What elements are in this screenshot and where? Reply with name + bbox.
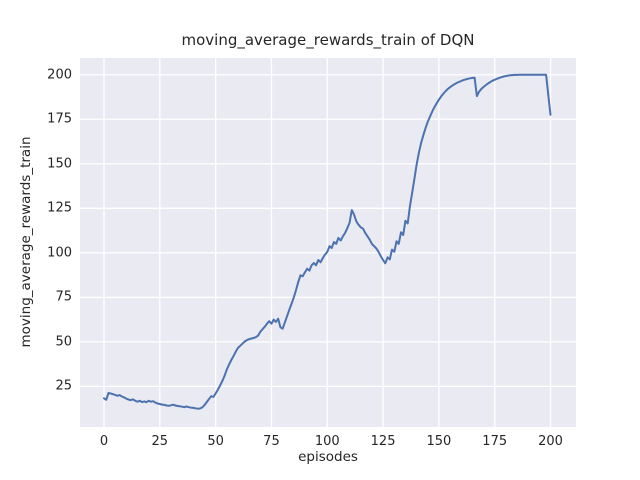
y-tick-label: 100 [47, 245, 72, 261]
x-tick-label: 0 [99, 434, 109, 449]
x-tick-label: 125 [370, 434, 396, 449]
x-axis-label: episodes [298, 449, 358, 465]
y-tick-label: 200 [47, 67, 72, 83]
y-axis-label: moving_average_rewards_train [18, 136, 34, 348]
series-line [103, 73, 552, 410]
y-tick-label: 75 [55, 289, 72, 305]
line-chart [80, 58, 576, 427]
x-tick-label: 200 [538, 434, 563, 449]
chart-title: moving_average_rewards_train of DQN [181, 31, 475, 49]
y-tick-label: 50 [55, 334, 72, 350]
plot-area [80, 58, 576, 427]
y-tick-label: 150 [47, 156, 72, 172]
x-tick-label: 75 [263, 434, 280, 449]
y-tick-label: 125 [47, 200, 72, 216]
x-tick-label: 100 [314, 434, 340, 449]
x-tick-label: 25 [151, 434, 169, 449]
y-tick-label: 25 [55, 378, 72, 394]
x-tick-label: 50 [207, 434, 224, 449]
x-tick-label: 175 [482, 434, 508, 449]
x-tick-label: 150 [426, 434, 452, 449]
y-tick-label: 175 [47, 111, 72, 127]
